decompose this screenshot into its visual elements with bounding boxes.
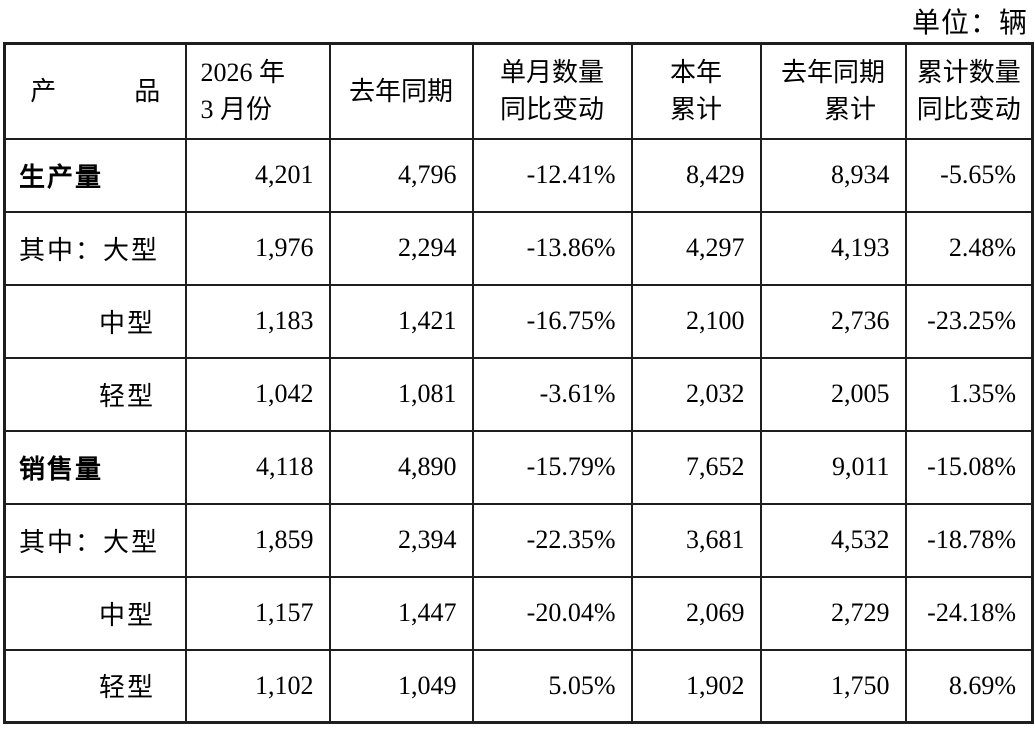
header-ytd-line2: 累计 <box>669 95 722 125</box>
cell-prev-ytd: 4,193 <box>759 210 907 286</box>
header-prev-year-month-label: 去年同期 <box>348 76 453 106</box>
cell-month-yoy: -22.35% <box>471 502 633 578</box>
unit-label: 单位：辆 <box>911 8 1028 39</box>
cell-month-yoy: -13.86% <box>471 210 633 286</box>
cell-current-month: 4,118 <box>184 429 331 505</box>
cell-ytd: 3,681 <box>630 502 762 578</box>
table-row-sales-light: 轻型 1,102 1,049 5.05% 1,902 1,750 8.69% <box>3 648 1034 724</box>
header-ytd-yoy-change: 累计数量 同比变动 <box>904 42 1034 140</box>
header-product-label: 产 品 <box>30 76 161 106</box>
cell-ytd: 4,297 <box>630 210 762 286</box>
cell-ytd: 2,069 <box>630 575 762 651</box>
cell-prev-year-month: 1,049 <box>328 648 474 724</box>
row-label: 中型 <box>3 283 187 359</box>
cell-month-yoy: -16.75% <box>471 283 633 359</box>
header-ytd-yoy-line1: 累计数量 <box>916 58 1021 88</box>
cell-month-yoy: -15.79% <box>471 429 633 505</box>
header-ytd-total: 本年 累计 <box>630 42 762 140</box>
header-current-month-line1: 2026 年 <box>200 58 286 88</box>
header-month-yoy-change: 单月数量 同比变动 <box>471 42 633 140</box>
cell-prev-year-month: 1,081 <box>328 356 474 432</box>
cell-current-month: 1,102 <box>184 648 331 724</box>
cell-prev-ytd: 2,736 <box>759 283 907 359</box>
cell-ytd-yoy: -15.08% <box>904 429 1034 505</box>
header-month-yoy-line1: 单月数量 <box>499 58 604 88</box>
table-row-production-large: 其中：大型 1,976 2,294 -13.86% 4,297 4,193 2.… <box>3 210 1034 286</box>
cell-current-month: 1,042 <box>184 356 331 432</box>
cell-prev-ytd: 2,005 <box>759 356 907 432</box>
header-prev-ytd-line2: 累计 <box>823 95 876 125</box>
table-row-production-medium: 中型 1,183 1,421 -16.75% 2,100 2,736 -23.2… <box>3 283 1034 359</box>
cell-ytd: 7,652 <box>630 429 762 505</box>
header-prev-ytd-total: 去年同期 累计 <box>759 42 907 140</box>
cell-month-yoy: -12.41% <box>471 137 633 213</box>
cell-current-month: 1,157 <box>184 575 331 651</box>
table-row-production-light: 轻型 1,042 1,081 -3.61% 2,032 2,005 1.35% <box>3 356 1034 432</box>
cell-ytd: 2,100 <box>630 283 762 359</box>
cell-prev-ytd: 1,750 <box>759 648 907 724</box>
table-row-sales-medium: 中型 1,157 1,447 -20.04% 2,069 2,729 -24.1… <box>3 575 1034 651</box>
cell-prev-ytd: 9,011 <box>759 429 907 505</box>
cell-ytd-yoy: -18.78% <box>904 502 1034 578</box>
header-prev-ytd-line1: 去年同期 <box>780 58 885 88</box>
cell-current-month: 1,859 <box>184 502 331 578</box>
header-current-month-line2: 3 月份 <box>200 95 273 125</box>
cell-ytd: 8,429 <box>630 137 762 213</box>
header-current-month: 2026 年 3 月份 <box>184 42 331 140</box>
cell-prev-year-month: 4,890 <box>328 429 474 505</box>
row-label: 其中：大型 <box>3 210 187 286</box>
cell-current-month: 4,201 <box>184 137 331 213</box>
cell-ytd-yoy: 8.69% <box>904 648 1034 724</box>
header-prev-year-month: 去年同期 <box>328 42 474 140</box>
table-row-sales-large: 其中：大型 1,859 2,394 -22.35% 3,681 4,532 -1… <box>3 502 1034 578</box>
cell-ytd: 2,032 <box>630 356 762 432</box>
table-header-row: 产 品 2026 年 3 月份 去年同期 单月数量 同比变动 本年 累计 <box>3 42 1034 140</box>
cell-ytd-yoy: -24.18% <box>904 575 1034 651</box>
header-product: 产 品 <box>3 42 187 140</box>
cell-ytd: 1,902 <box>630 648 762 724</box>
cell-prev-ytd: 2,729 <box>759 575 907 651</box>
row-label: 销售量 <box>3 429 187 505</box>
row-label: 轻型 <box>3 356 187 432</box>
row-label: 生产量 <box>3 137 187 213</box>
row-label: 其中：大型 <box>3 502 187 578</box>
table-row-production-total: 生产量 4,201 4,796 -12.41% 8,429 8,934 -5.6… <box>3 137 1034 213</box>
cell-month-yoy: -3.61% <box>471 356 633 432</box>
row-label: 轻型 <box>3 648 187 724</box>
cell-current-month: 1,976 <box>184 210 331 286</box>
header-month-yoy-line2: 同比变动 <box>499 95 604 125</box>
cell-prev-year-month: 2,294 <box>328 210 474 286</box>
cell-prev-year-month: 1,447 <box>328 575 474 651</box>
cell-prev-year-month: 2,394 <box>328 502 474 578</box>
cell-month-yoy: -20.04% <box>471 575 633 651</box>
cell-prev-ytd: 8,934 <box>759 137 907 213</box>
header-ytd-line1: 本年 <box>669 58 722 88</box>
production-sales-table: 产 品 2026 年 3 月份 去年同期 单月数量 同比变动 本年 累计 <box>3 42 1034 724</box>
header-ytd-yoy-line2: 同比变动 <box>916 95 1021 125</box>
cell-current-month: 1,183 <box>184 283 331 359</box>
cell-prev-ytd: 4,532 <box>759 502 907 578</box>
cell-prev-year-month: 4,796 <box>328 137 474 213</box>
row-label: 中型 <box>3 575 187 651</box>
table-row-sales-total: 销售量 4,118 4,890 -15.79% 7,652 9,011 -15.… <box>3 429 1034 505</box>
cell-ytd-yoy: -23.25% <box>904 283 1034 359</box>
cell-month-yoy: 5.05% <box>471 648 633 724</box>
cell-ytd-yoy: 2.48% <box>904 210 1034 286</box>
cell-ytd-yoy: 1.35% <box>904 356 1034 432</box>
cell-ytd-yoy: -5.65% <box>904 137 1034 213</box>
cell-prev-year-month: 1,421 <box>328 283 474 359</box>
